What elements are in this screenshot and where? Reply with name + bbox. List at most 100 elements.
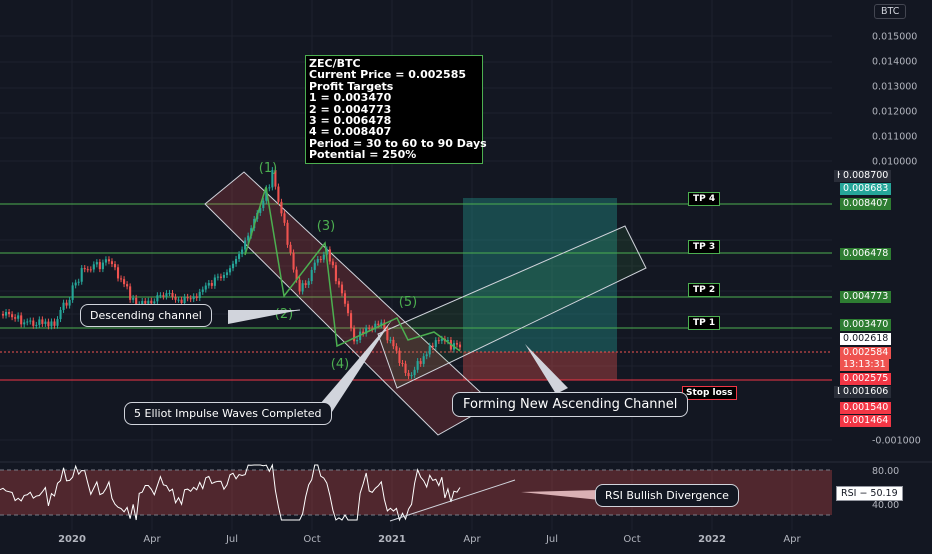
candle-body: [192, 296, 195, 300]
candle-body: [434, 340, 437, 347]
tp1-label: TP 1: [688, 316, 721, 330]
trade-info-box: ZEC/BTC Current Price = 0.002585 Profit …: [305, 55, 487, 164]
x-tick-label: Oct: [623, 534, 640, 545]
candle-body: [386, 329, 389, 341]
candle-body: [334, 265, 337, 282]
candle-body: [425, 354, 428, 357]
tp3-label: TP 3: [688, 240, 721, 254]
low-price-tag: 0.001606: [840, 386, 892, 398]
candle-body: [168, 292, 171, 294]
candle-body: [455, 343, 459, 345]
callout-pointer: [525, 344, 568, 394]
candle-body: [446, 339, 449, 342]
info-line: 4 = 0.008407: [309, 125, 392, 139]
candle-body: [156, 295, 159, 302]
rsi-line: [0, 463, 461, 522]
candle-body: [207, 283, 210, 286]
candle-body: [265, 188, 268, 201]
candle-body: [110, 261, 114, 265]
candle-body: [26, 321, 29, 323]
candle-body: [404, 363, 407, 373]
candle-body: [368, 327, 371, 329]
y-tick-label: 0.012000: [872, 107, 917, 118]
wave-label: (4): [331, 357, 349, 372]
candle-body: [56, 319, 59, 326]
candle-body: [428, 345, 431, 355]
candle-body: [280, 201, 283, 214]
candle-body: [210, 283, 213, 286]
callout-pointer: [521, 490, 600, 500]
candle-body: [95, 262, 98, 265]
candle-body: [44, 321, 47, 324]
candle-body: [162, 295, 165, 297]
candle-body: [38, 319, 41, 325]
price-tag-1540: 0.001540: [840, 402, 892, 414]
candle-body: [150, 300, 153, 304]
candle-body: [274, 170, 277, 187]
callout-pointer: [228, 310, 300, 324]
candle-body: [201, 289, 204, 292]
candle-body: [98, 262, 101, 270]
candle-body: [216, 276, 219, 278]
candle-body: [186, 296, 189, 299]
candle-body: [458, 344, 462, 348]
y-tick-label: 0.011000: [872, 132, 917, 143]
candle-body: [346, 303, 350, 314]
candle-body: [77, 281, 80, 283]
stop-loss-label: Stop loss: [682, 386, 737, 400]
candle-body: [313, 262, 316, 270]
candle-body: [71, 285, 74, 300]
candle-body: [250, 228, 253, 236]
candle-body: [383, 322, 386, 330]
candle-body: [301, 283, 304, 292]
ascending-channel-callout: Forming New Ascending Channel: [452, 392, 689, 417]
candle-body: [289, 244, 292, 253]
candle-body: [141, 300, 144, 305]
candle-body: [295, 269, 298, 280]
candle-body: [147, 300, 150, 304]
candle-body: [113, 264, 117, 268]
candle-body: [241, 249, 244, 255]
x-tick-label: 2020: [58, 534, 86, 545]
info-line: Period = 30 to 60 to 90 Days: [309, 136, 487, 150]
candle-body: [29, 320, 32, 322]
info-line: 1 = 0.003470: [309, 91, 392, 105]
candle-body: [129, 286, 132, 300]
rsi-value-tag: RSI − 50.19: [836, 486, 903, 501]
candle-body: [41, 319, 44, 324]
candle-body: [183, 296, 186, 303]
candle-body: [222, 275, 226, 278]
wave-label: (3): [317, 219, 335, 234]
candle-body: [35, 324, 38, 326]
candle-body: [410, 375, 413, 377]
candle-body: [259, 208, 262, 213]
candle-body: [349, 313, 353, 329]
candle-body: [340, 284, 344, 294]
candle-body: [132, 297, 135, 300]
currency-badge[interactable]: BTC: [874, 4, 907, 19]
rsi-divergence-callout: RSI Bullish Divergence: [595, 484, 739, 507]
candle-body: [204, 285, 207, 290]
candle-body: [238, 254, 241, 259]
candle-body: [198, 291, 201, 299]
tp2-label: TP 2: [688, 283, 721, 297]
candle-body: [119, 278, 123, 280]
candle-body: [286, 222, 289, 245]
candle-body: [395, 346, 398, 351]
y-tick-label: 0.010000: [872, 157, 917, 168]
info-line: Potential = 250%: [309, 148, 417, 162]
candle-body: [4, 312, 8, 316]
rsi-tick-label: 80.00: [872, 466, 899, 477]
candle-body: [89, 269, 92, 271]
candle-body: [228, 268, 232, 273]
candle-body: [74, 282, 77, 286]
candle-body: [20, 315, 23, 325]
info-line: ZEC/BTC: [309, 57, 361, 70]
candle-body: [8, 312, 11, 315]
candle-body: [325, 249, 328, 255]
candle-body: [14, 317, 17, 319]
candle-body: [11, 314, 14, 318]
candle-body: [244, 240, 247, 250]
